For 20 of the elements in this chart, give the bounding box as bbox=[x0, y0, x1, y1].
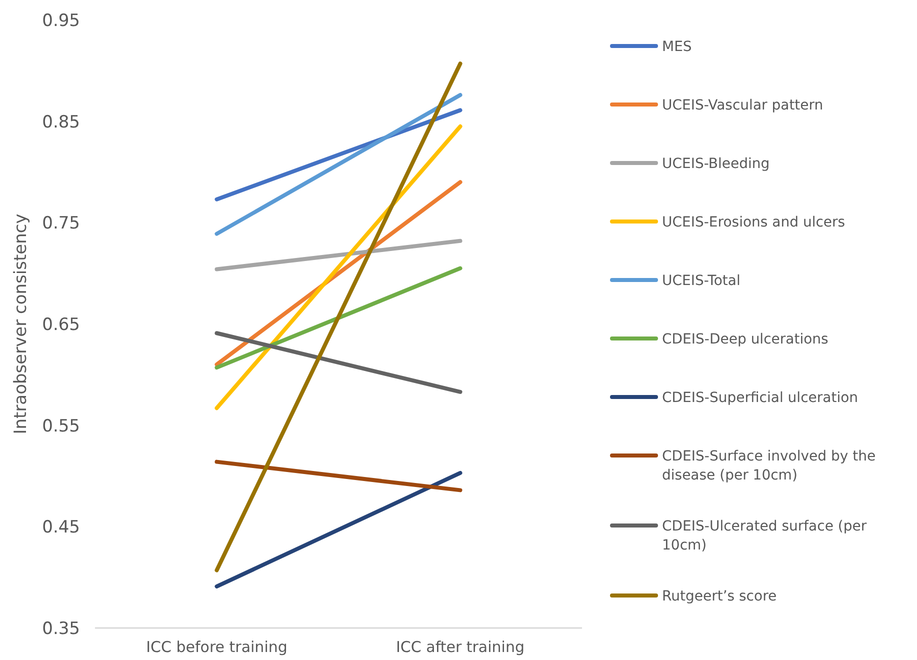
y-axis-title: Intraobserver consistency bbox=[11, 214, 31, 434]
y-tick-label: 0.55 bbox=[42, 416, 80, 436]
y-tick-label: 0.75 bbox=[42, 214, 80, 234]
legend-label: UCEIS-Bleeding bbox=[662, 156, 770, 172]
y-tick-label: 0.95 bbox=[42, 11, 80, 31]
legend-label: CDEIS-Superficial ulceration bbox=[662, 390, 858, 406]
x-tick-label: ICC before training bbox=[146, 638, 288, 656]
legend-label: UCEIS-Vascular pattern bbox=[662, 98, 824, 114]
legend-label: CDEIS-Surface involved by the disease (per 10cm) bbox=[662, 448, 876, 484]
legend-label: UCEIS-Erosions and ulcers bbox=[662, 214, 846, 230]
x-tick-label: ICC after training bbox=[396, 638, 525, 656]
y-tick-label: 0.45 bbox=[42, 518, 80, 538]
legend-label: CDEIS-Ulcerated surface (per 10cm) bbox=[662, 518, 867, 554]
legend-label: Rutgeert’s score bbox=[662, 588, 777, 604]
legend-label: CDEIS-Deep ulcerations bbox=[662, 332, 828, 348]
legend-label: UCEIS-Total bbox=[662, 273, 740, 289]
y-tick-label: 0.35 bbox=[42, 619, 80, 639]
legend-label: MES bbox=[662, 39, 692, 55]
y-tick-label: 0.65 bbox=[42, 315, 80, 335]
y-tick-label: 0.85 bbox=[42, 112, 80, 132]
